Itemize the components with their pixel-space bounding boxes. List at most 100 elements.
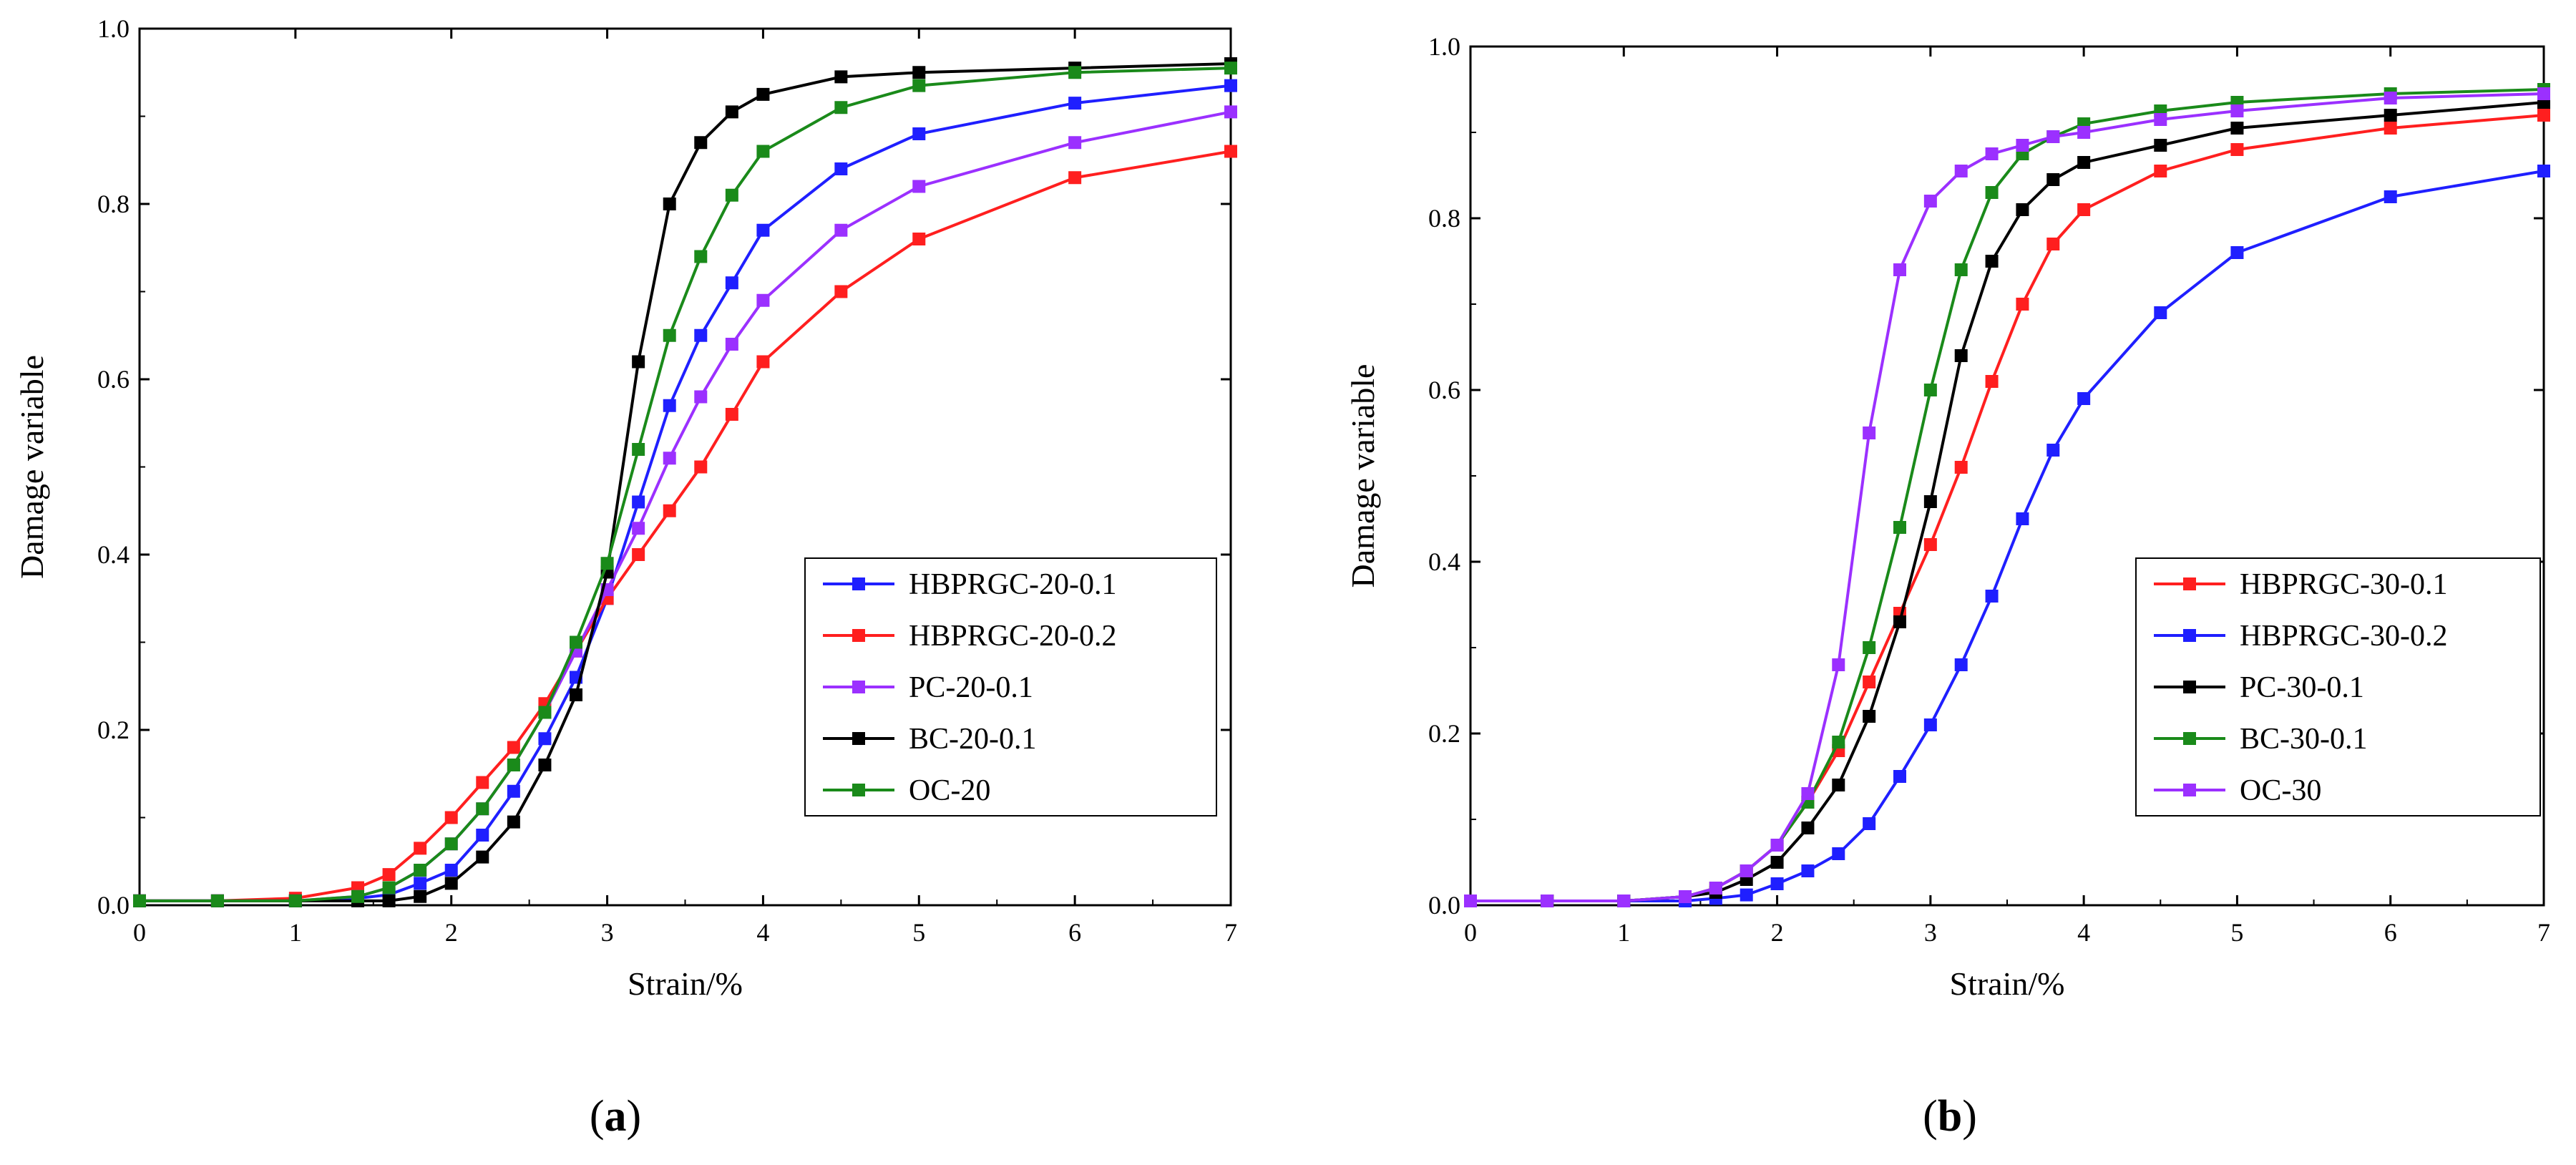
y-tick-label: 0.0	[1428, 891, 1460, 920]
data-point	[663, 198, 676, 210]
data-point	[2230, 246, 2244, 259]
data-point	[834, 101, 848, 114]
y-tick-label: 0.8	[1428, 204, 1460, 233]
data-point	[632, 495, 645, 509]
x-tick-label: 1	[289, 918, 302, 947]
data-point	[1893, 521, 1906, 534]
data-point	[2384, 109, 2397, 122]
data-point	[1770, 839, 1784, 852]
data-point	[1863, 710, 1876, 723]
data-point	[2046, 444, 2060, 457]
legend-swatch-marker	[2183, 681, 2196, 693]
data-point	[1863, 817, 1876, 830]
data-point	[756, 145, 770, 158]
y-axis-label: Damage variable	[1345, 364, 1381, 588]
y-tick-label: 0.0	[97, 891, 130, 920]
y-tick-label: 1.0	[1428, 32, 1460, 61]
data-point	[1541, 895, 1554, 907]
legend-label: HBPRGC-20-0.2	[909, 620, 1117, 653]
data-point	[414, 877, 427, 890]
data-point	[1068, 136, 1082, 150]
data-point	[1985, 255, 1999, 268]
data-point	[1923, 718, 1937, 731]
data-point	[2384, 92, 2397, 104]
y-tick-label: 1.0	[97, 14, 130, 43]
data-point	[476, 829, 489, 842]
data-point	[632, 355, 645, 369]
x-tick-label: 0	[133, 918, 146, 947]
y-tick-label: 0.2	[97, 716, 130, 744]
data-point	[663, 504, 676, 517]
data-point	[1923, 538, 1937, 551]
y-tick-label: 0.6	[97, 365, 130, 394]
data-point	[1740, 864, 1753, 877]
x-tick-label: 2	[445, 918, 458, 947]
data-point	[2077, 156, 2091, 169]
data-point	[1954, 461, 1968, 474]
data-point	[2154, 306, 2167, 319]
data-point	[288, 894, 302, 907]
data-point	[725, 105, 738, 119]
legend-label: PC-20-0.1	[909, 671, 1033, 704]
data-point	[912, 127, 926, 140]
data-point	[1985, 147, 1999, 160]
data-point	[1832, 736, 1845, 749]
data-point	[382, 868, 396, 882]
panel-label-letter: b	[1938, 1092, 1962, 1141]
data-point	[570, 635, 582, 649]
x-tick-label: 5	[912, 918, 925, 947]
data-point	[1832, 779, 1845, 791]
data-point	[382, 894, 396, 907]
legend-label: HBPRGC-30-0.1	[2240, 568, 2448, 601]
data-point	[1863, 641, 1876, 654]
data-point	[1740, 888, 1753, 902]
data-point	[570, 688, 582, 701]
data-point	[444, 837, 458, 851]
data-point	[1985, 590, 1999, 603]
x-tick-label: 3	[1924, 918, 1937, 947]
data-point	[632, 443, 645, 456]
panel-label: (a)	[590, 1092, 641, 1141]
data-point	[694, 136, 708, 150]
data-point	[2537, 109, 2550, 122]
data-point	[694, 460, 708, 474]
data-point	[1617, 895, 1631, 907]
data-point	[756, 355, 770, 369]
data-point	[1770, 877, 1784, 890]
data-point	[694, 328, 708, 342]
legend-swatch-marker	[2183, 784, 2196, 796]
data-point	[663, 452, 676, 465]
data-point	[912, 79, 926, 92]
panel-label-letter: a	[605, 1092, 627, 1141]
data-point	[1923, 195, 1937, 208]
data-point	[2537, 165, 2550, 177]
data-point	[834, 285, 848, 298]
data-point	[834, 162, 848, 175]
panel-label-open: (	[1923, 1092, 1938, 1141]
data-point	[476, 802, 489, 816]
data-point	[538, 732, 552, 746]
data-point	[1770, 856, 1784, 869]
y-tick-label: 0.4	[97, 540, 130, 569]
panel-label-close: )	[627, 1092, 642, 1141]
data-point	[2537, 87, 2550, 100]
data-point	[912, 180, 926, 193]
x-axis-label: Strain/%	[628, 965, 743, 1002]
data-point	[2077, 126, 2091, 139]
legend: HBPRGC-30-0.1 HBPRGC-30-0.2 PC-30-0.1 BC-30…	[2135, 557, 2541, 817]
legend-swatch-marker	[852, 629, 865, 642]
data-point	[1985, 186, 1999, 199]
data-point	[1801, 822, 1815, 834]
data-point	[1224, 62, 1237, 75]
legend-swatch-marker	[852, 681, 865, 693]
panel-label-open: (	[590, 1092, 605, 1141]
legend-label: HBPRGC-20-0.1	[909, 568, 1117, 601]
legend: HBPRGC-20-0.1 HBPRGC-20-0.2 PC-20-0.1 BC-20…	[804, 557, 1217, 817]
data-point	[538, 706, 552, 719]
data-point	[632, 548, 645, 561]
data-point	[382, 881, 396, 895]
data-point	[414, 864, 427, 877]
legend-label: HBPRGC-30-0.2	[2240, 620, 2448, 653]
data-point	[507, 759, 520, 771]
